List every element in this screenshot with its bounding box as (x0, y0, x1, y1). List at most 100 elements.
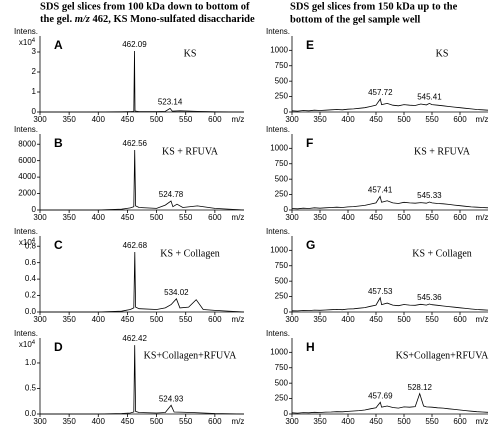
y-scale-base: x10 (19, 38, 32, 47)
y-tick-label: 0.8 (25, 241, 37, 250)
y-scale-exponent: 4 (32, 238, 36, 244)
peak-label: 462.56 (123, 139, 148, 148)
y-tick-label: 0.0 (25, 307, 37, 316)
y-tick-label: 0 (32, 107, 37, 116)
left-heading: the gel. m/z 462, KS Mono-sulfated disac… (40, 14, 255, 25)
panel-letter: G (306, 238, 315, 252)
peak-label: 545.33 (417, 191, 442, 200)
x-tick-label: 450 (121, 315, 135, 324)
y-tick-label: 1 (32, 87, 37, 96)
x-tick-label: 500 (150, 417, 164, 424)
y-tick-label: 750 (275, 363, 289, 372)
right-heading: bottom of the gel sample well (290, 14, 420, 25)
x-tick-label: 450 (369, 315, 383, 324)
peak-label: 462.42 (122, 334, 147, 343)
panel-letter: C (54, 238, 63, 252)
sample-label: KS+Collagen+RFUVA (144, 350, 238, 361)
x-axis-label: m/z (232, 213, 245, 222)
x-tick-label: 600 (453, 417, 467, 424)
y-tick-label: 250 (275, 92, 289, 101)
peak-label: 462.09 (122, 40, 147, 49)
peak-label: 457.72 (368, 88, 393, 97)
x-tick-label: 300 (285, 115, 299, 124)
panel-letter: F (306, 136, 313, 150)
y-tick-label: 0 (284, 409, 289, 418)
spectrum-line (40, 149, 245, 211)
x-tick-label: 400 (92, 417, 106, 424)
y-tick-label: 0.6 (25, 258, 37, 267)
x-axis-label: m/z (476, 417, 489, 424)
peak-label: 528.12 (408, 383, 433, 392)
x-tick-label: 350 (313, 115, 327, 124)
y-tick-label: 250 (275, 292, 289, 301)
y-axis-label: Intens. (14, 125, 38, 134)
spectrum-line (40, 50, 245, 113)
panel-letter: D (54, 340, 63, 354)
heading-part: the gel. (40, 14, 72, 25)
peak-label: 534.02 (164, 288, 189, 297)
sample-label: KS+Collagen+RFUVA (396, 350, 490, 361)
y-scale-label: x104 (19, 340, 36, 350)
x-tick-label: 350 (62, 115, 76, 124)
y-tick-label: 1000 (270, 45, 288, 54)
x-axis-label: m/z (232, 315, 245, 324)
peak-label: 457.41 (368, 186, 393, 195)
sample-label: KS + RFUVA (162, 146, 219, 157)
spectrum-line (40, 345, 245, 415)
y-axis-label: Intens. (14, 27, 38, 36)
x-tick-label: 600 (208, 213, 222, 222)
x-tick-label: 450 (369, 115, 383, 124)
x-tick-label: 600 (208, 115, 222, 124)
x-tick-label: 400 (341, 213, 355, 222)
y-scale-exponent: 4 (32, 340, 36, 346)
x-tick-label: 450 (121, 417, 135, 424)
x-tick-label: 450 (121, 115, 135, 124)
x-tick-label: 400 (341, 115, 355, 124)
x-tick-label: 550 (179, 315, 193, 324)
x-tick-label: 300 (285, 315, 299, 324)
sample-label: KS (184, 48, 197, 59)
x-tick-label: 500 (397, 417, 411, 424)
x-tick-label: 300 (285, 417, 299, 424)
x-tick-label: 500 (150, 115, 164, 124)
x-tick-label: 550 (179, 213, 193, 222)
x-tick-label: 500 (150, 213, 164, 222)
x-tick-label: 450 (369, 213, 383, 222)
y-tick-label: 0 (284, 205, 289, 214)
y-tick-label: 1000 (270, 245, 288, 254)
y-scale-label: x104 (19, 238, 36, 248)
x-tick-label: 400 (341, 417, 355, 424)
x-tick-label: 300 (33, 115, 47, 124)
y-tick-label: 250 (275, 190, 289, 199)
y-axis-label: Intens. (266, 227, 290, 236)
y-axis-label: Intens. (266, 125, 290, 134)
y-tick-label: 500 (275, 378, 289, 387)
x-tick-label: 350 (62, 315, 76, 324)
x-tick-label: 300 (33, 315, 47, 324)
sample-label: KS (436, 48, 449, 59)
peak-label: 523.14 (158, 98, 183, 107)
x-tick-label: 600 (208, 315, 222, 324)
sample-label: KS + RFUVA (414, 146, 471, 157)
peak-label: 457.69 (368, 391, 393, 400)
x-tick-label: 600 (208, 417, 222, 424)
y-tick-label: 500 (275, 76, 289, 85)
y-tick-label: 1000 (270, 347, 288, 356)
panel-letter: H (306, 340, 315, 354)
x-tick-label: 450 (121, 213, 135, 222)
x-axis-label: m/z (476, 115, 489, 124)
y-tick-label: 1000 (270, 143, 288, 152)
y-axis-label: Intens. (14, 329, 38, 338)
x-tick-label: 550 (179, 115, 193, 124)
y-tick-label: 500 (275, 276, 289, 285)
x-tick-label: 400 (92, 315, 106, 324)
spectrum-line (40, 251, 245, 313)
y-scale-label: x104 (19, 38, 36, 48)
x-tick-label: 300 (33, 417, 47, 424)
spectrum-line (291, 296, 489, 312)
x-tick-label: 400 (341, 315, 355, 324)
y-tick-label: 0.5 (25, 384, 37, 393)
y-tick-label: 250 (275, 394, 289, 403)
x-tick-label: 400 (92, 213, 106, 222)
